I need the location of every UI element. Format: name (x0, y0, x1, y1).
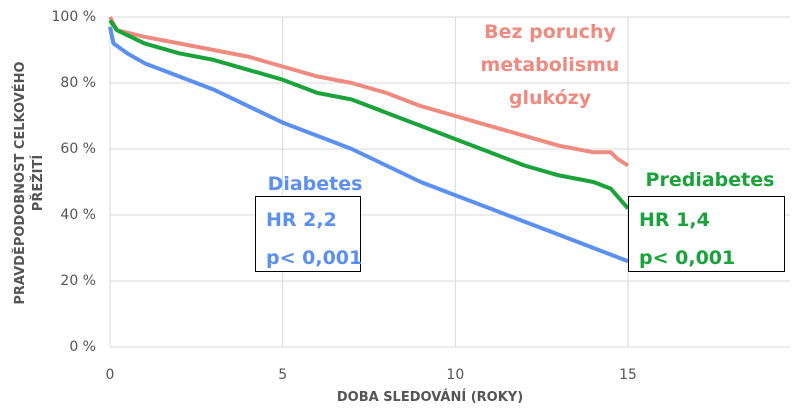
x-tick-label: 15 (619, 367, 637, 383)
y-tick-label: 60 % (60, 141, 96, 157)
x-tick-label: 10 (446, 367, 464, 383)
annotation-box: HR 1,4 p< 0,001 (628, 196, 785, 272)
series-label: Prediabetes (645, 169, 775, 191)
annotation: p< 0,001 (266, 247, 363, 269)
y-tick-label: 80 % (60, 75, 96, 91)
x-axis-label: DOBA SLEDOVÁNÍ (ROKY) (336, 390, 524, 405)
series-line (108, 16, 630, 168)
x-tick-label: 5 (278, 367, 287, 383)
y-axis-label: PRAVDĚPODOBNOST CELKOVÉHO PŘEŽITÍ (13, 61, 46, 305)
series-line (108, 19, 630, 210)
annotation-box: HR 2,2 p< 0,001 (255, 196, 362, 272)
y-tick-label: 0 % (69, 339, 96, 355)
annotation: HR 1,4 (639, 209, 710, 231)
series-label: Diabetes (267, 173, 363, 195)
series-label: Bez poruchy metabolismu glukózy (480, 21, 620, 109)
series-line (108, 26, 629, 264)
y-tick-label: 100 % (52, 9, 96, 25)
y-tick-label: 40 % (60, 207, 96, 223)
annotation: HR 2,2 (266, 209, 337, 231)
x-tick-label: 0 (106, 367, 115, 383)
y-tick-label: 20 % (60, 273, 96, 289)
annotation: p< 0,001 (639, 247, 736, 269)
